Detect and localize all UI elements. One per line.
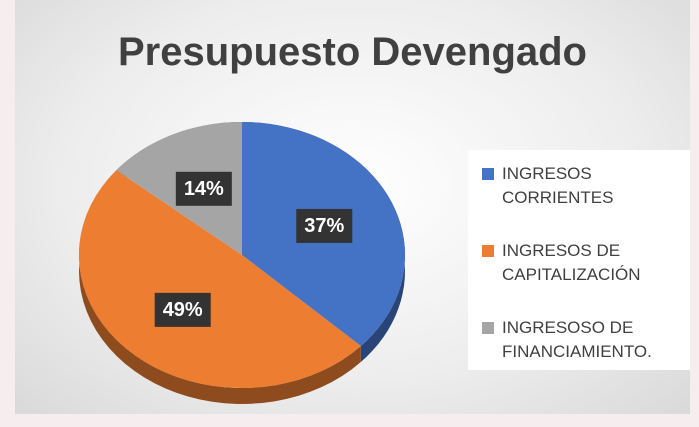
legend-label: INGRESOSO DE FINANCIAMIENTO. [502,318,652,361]
legend-label: INGRESOS DE CAPITALIZACIÓN [502,241,641,284]
slice [78,170,361,389]
legend-label: INGRESOS CORRIENTES [502,164,614,207]
legend-swatch [482,168,494,180]
legend-swatch [482,322,494,334]
chart-title: Presupuesto Devengado [117,30,587,74]
legend-swatch [482,245,494,257]
legend-item: INGRESOSO DE FINANCIAMIENTO. [482,316,682,364]
legend-item: INGRESOS CORRIENTES [482,162,682,210]
data-label: 14% [184,178,224,200]
data-label: 37% [304,215,344,237]
data-label-box [296,208,353,243]
data-label-box [175,171,232,206]
data-label: 49% [163,299,203,321]
pie-chart: 37% 49% 14% [78,122,405,404]
data-label-box [154,292,211,327]
chart-card: Presupuesto Devengado 37% 49% 14% INGRESOS… [15,0,690,414]
legend: INGRESOS CORRIENTES INGRESOS DE CAPITALIZ… [468,150,690,370]
legend-item: INGRESOS DE CAPITALIZACIÓN [482,239,682,287]
